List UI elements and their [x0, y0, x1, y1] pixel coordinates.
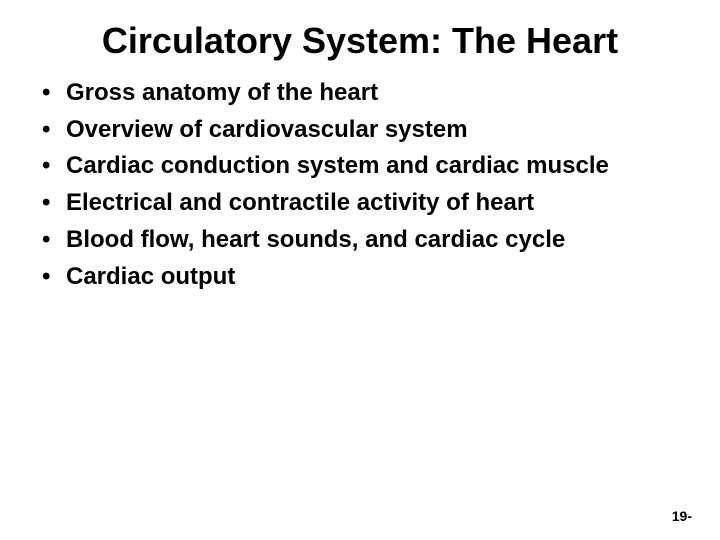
slide-title: Circulatory System: The Heart: [0, 0, 720, 78]
bullet-item: Overview of cardiovascular system: [36, 115, 684, 146]
page-number: 19-: [672, 508, 692, 524]
bullet-item: Blood flow, heart sounds, and cardiac cy…: [36, 225, 684, 256]
bullet-item: Cardiac conduction system and cardiac mu…: [36, 151, 684, 182]
bullet-item: Gross anatomy of the heart: [36, 78, 684, 109]
bullet-item: Electrical and contractile activity of h…: [36, 188, 684, 219]
bullet-list: Gross anatomy of the heart Overview of c…: [0, 78, 720, 292]
bullet-item: Cardiac output: [36, 262, 684, 293]
